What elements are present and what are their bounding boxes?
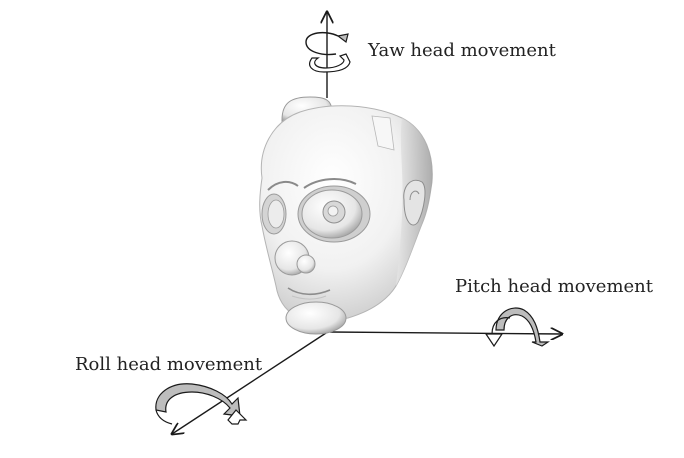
robot-head-icon xyxy=(259,96,433,335)
roll-label: Roll head movement xyxy=(75,354,263,375)
yaw-label: Yaw head movement xyxy=(368,40,556,61)
pitch-label: Pitch head movement xyxy=(455,276,653,297)
roll-axis xyxy=(172,332,327,434)
pitch-rotation-icon xyxy=(484,307,550,348)
roll-rotation-icon xyxy=(155,383,248,425)
pitch-axis xyxy=(329,332,562,334)
yaw-rotation-icon xyxy=(305,31,351,73)
